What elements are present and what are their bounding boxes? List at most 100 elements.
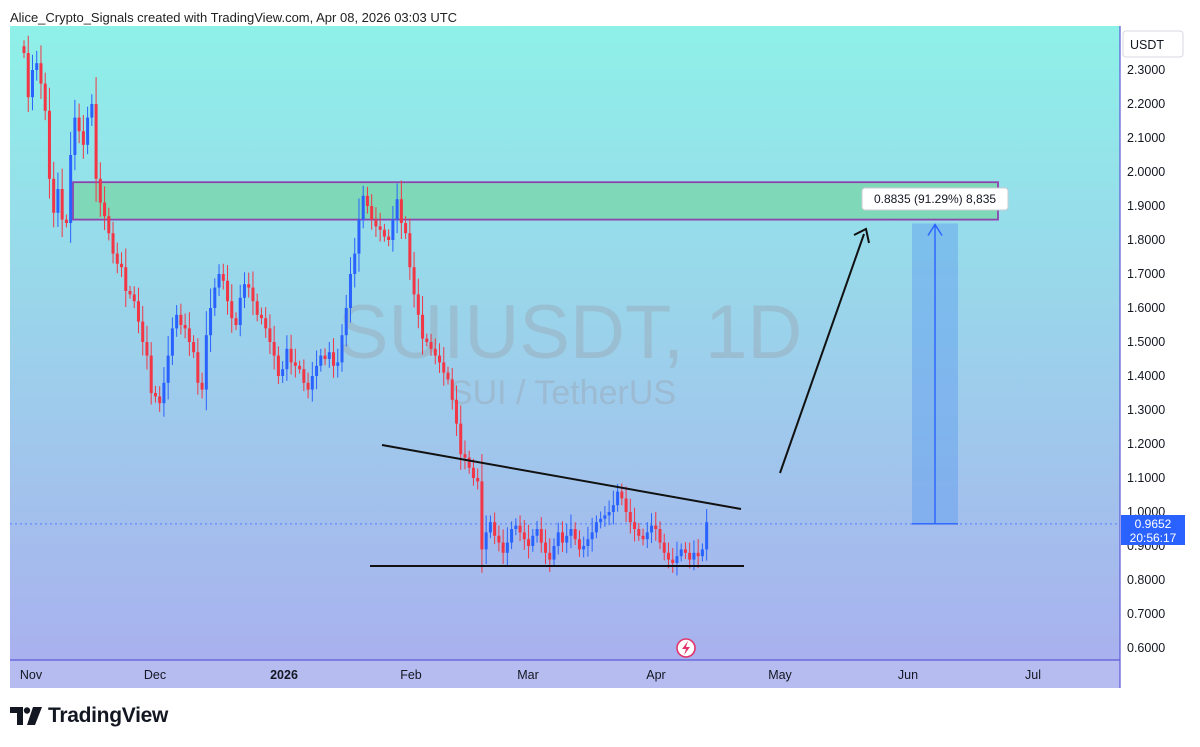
- candle-body: [399, 199, 403, 223]
- candle-body: [47, 110, 51, 179]
- candle-body: [336, 362, 340, 366]
- candle-body: [442, 362, 446, 373]
- candle-body: [450, 379, 454, 400]
- time-axis-panel: [10, 660, 1120, 688]
- candle-body: [522, 532, 526, 540]
- candle-body: [162, 382, 166, 404]
- candle-body: [315, 365, 319, 376]
- candle-body: [115, 253, 119, 264]
- tradingview-logo-icon: [10, 707, 42, 725]
- candle-body: [641, 535, 645, 540]
- candle-body: [285, 348, 289, 370]
- candle-body: [395, 199, 399, 220]
- description-watermark: SUI / TetherUS: [450, 374, 676, 412]
- candle-body: [573, 529, 577, 540]
- candlestick-chart[interactable]: SUIUSDT, 1D SUI / TetherUS USDT 0.6000 0.…: [10, 26, 1190, 688]
- candle-body: [332, 352, 336, 366]
- projection-arrow-head: [853, 227, 870, 244]
- candle-body: [493, 522, 497, 536]
- candle-body: [293, 362, 297, 366]
- candle-body: [221, 274, 225, 281]
- candle-body: [187, 328, 191, 342]
- candle-body: [510, 529, 514, 543]
- candle-body: [136, 301, 140, 322]
- price-tick-label: 1.4000: [1127, 369, 1165, 383]
- candle-body: [217, 274, 221, 288]
- price-tick-label: 1.7000: [1127, 267, 1165, 281]
- candle-body: [412, 267, 416, 295]
- measure-label-text: 0.8835 (91.29%) 8,835: [874, 192, 996, 206]
- currency-text: USDT: [1130, 38, 1164, 52]
- candle-body: [124, 267, 128, 291]
- candle-body: [69, 155, 73, 223]
- candle-body: [255, 301, 259, 315]
- time-tick-label: Jul: [1025, 668, 1041, 682]
- candle-body: [705, 522, 709, 550]
- candle-body: [183, 325, 187, 329]
- candle-body: [527, 539, 531, 546]
- candle-body: [340, 335, 344, 363]
- candle-body: [141, 321, 145, 342]
- candle-body: [501, 542, 505, 553]
- candle-body: [81, 131, 85, 145]
- candle-body: [226, 280, 230, 302]
- candle-body: [425, 338, 429, 342]
- time-tick-label: May: [768, 668, 792, 682]
- price-tick-label: 1.2000: [1127, 437, 1165, 451]
- candle-body: [90, 104, 94, 118]
- price-axis-panel: [1120, 26, 1190, 688]
- descending-trendline: [381, 444, 742, 510]
- measure-label[interactable]: 0.8835 (91.29%) 8,835: [861, 187, 1009, 211]
- candle-body: [599, 518, 603, 523]
- price-tick-label: 2.1000: [1127, 131, 1165, 145]
- price-tick-label: 1.5000: [1127, 335, 1165, 349]
- currency-label[interactable]: USDT: [1122, 30, 1184, 58]
- candle-body: [429, 342, 433, 349]
- candle-body: [671, 559, 675, 563]
- candle-body: [323, 355, 327, 359]
- candle-body: [128, 291, 132, 295]
- price-tick-label: 1.9000: [1127, 199, 1165, 213]
- candle-body: [560, 532, 564, 543]
- candle-body: [319, 355, 323, 366]
- drawings[interactable]: [370, 227, 870, 567]
- candle-body: [616, 491, 620, 506]
- candle-body: [459, 423, 463, 455]
- measure-arrow-head: [927, 223, 943, 236]
- symbol-watermark: SUIUSDT, 1D: [338, 290, 803, 375]
- candle-body: [365, 195, 369, 206]
- candle-body: [488, 522, 492, 533]
- lightning-icon[interactable]: [676, 638, 696, 658]
- candle-body: [22, 46, 26, 53]
- candles: [22, 35, 709, 576]
- candle-body: [446, 372, 450, 380]
- candle-body: [480, 481, 484, 550]
- candle-body: [374, 219, 378, 227]
- candle-body: [603, 515, 607, 519]
- candle-body: [175, 314, 179, 329]
- candle-body: [52, 178, 56, 213]
- candle-body: [433, 348, 437, 356]
- candle-body: [421, 314, 425, 339]
- candle-body: [611, 505, 615, 512]
- candle-body: [166, 355, 170, 383]
- candle-body: [620, 491, 624, 499]
- price-tick-label: 2.0000: [1127, 165, 1165, 179]
- last-price-countdown: 20:56:17: [1130, 531, 1177, 545]
- candle-body: [213, 287, 217, 308]
- candle-body: [103, 202, 107, 217]
- candle-body: [272, 342, 276, 356]
- candle-body: [264, 318, 268, 329]
- chart-frame[interactable]: SUIUSDT, 1D SUI / TetherUS USDT 0.6000 0.…: [10, 26, 1190, 688]
- candle-body: [531, 535, 535, 546]
- candle-body: [463, 454, 467, 458]
- candle-body: [60, 189, 64, 220]
- candle-body: [268, 328, 272, 342]
- time-tick-label: 2026: [270, 668, 298, 682]
- candle-body: [302, 369, 306, 383]
- time-tick-label: Jun: [898, 668, 918, 682]
- candle-body: [35, 63, 39, 70]
- candle-body: [645, 532, 649, 540]
- candle-body: [628, 512, 632, 523]
- candle-body: [132, 294, 136, 302]
